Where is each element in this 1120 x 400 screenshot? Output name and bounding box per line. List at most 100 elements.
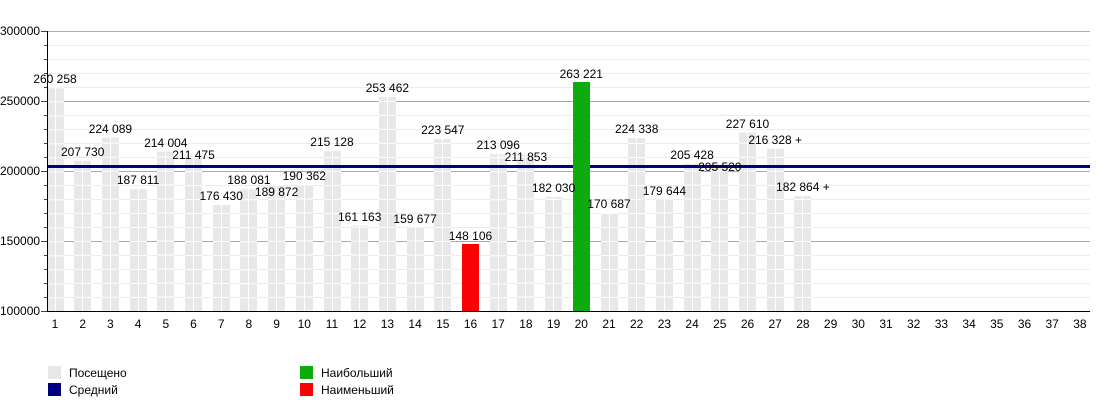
x-axis-label: 30: [851, 317, 865, 331]
major-gridline: [47, 31, 1090, 32]
bar-center-gridline: [691, 163, 693, 311]
bar: [295, 184, 313, 311]
y-axis-tick: [44, 269, 47, 270]
x-axis-label: 28: [796, 317, 810, 331]
y-axis-label: 250000: [0, 94, 41, 108]
bar: [212, 203, 230, 311]
x-axis: [47, 311, 1090, 312]
bar-value-label: 215 128: [310, 134, 354, 149]
bar-value-label: 260 258: [33, 71, 77, 86]
bar-value-label: 176 430: [199, 188, 243, 203]
y-axis-tick: [41, 311, 47, 312]
x-axis-label: 5: [162, 317, 170, 331]
y-axis: [47, 31, 48, 312]
y-axis-tick: [44, 157, 47, 158]
bar-value-label: 253 462: [365, 81, 410, 96]
major-gridline: [47, 171, 1090, 172]
bar: [129, 188, 147, 311]
bar: [655, 199, 673, 311]
bar-value-label: 211 853: [504, 149, 548, 164]
x-axis-label: 9: [273, 317, 280, 331]
x-axis-label: 20: [574, 317, 588, 331]
bar-center-gridline: [386, 96, 388, 311]
x-axis-label: 32: [907, 317, 921, 331]
bar-value-label: 213 096: [476, 137, 520, 152]
x-axis-label: 37: [1045, 317, 1059, 331]
y-axis-label: 300000: [0, 24, 41, 38]
y-axis-tick: [44, 227, 47, 228]
x-axis-label: 17: [491, 317, 505, 331]
bar-center-gridline: [359, 225, 361, 311]
bar-value-label: 205 428: [670, 148, 714, 163]
minor-gridline: [47, 297, 1090, 298]
y-axis-tick: [44, 283, 47, 284]
bar-value-label: 207 730: [60, 145, 105, 160]
y-axis-tick: [44, 73, 47, 74]
bar-value-label: 170 687: [587, 197, 631, 212]
plot-area: 100000 150000 200000 250000 300000 260 258 207…: [0, 24, 1090, 331]
minor-gridline: [47, 269, 1090, 270]
legend-label-largest: Наибольший: [321, 366, 393, 380]
minor-gridline: [47, 213, 1090, 214]
major-gridline: [47, 241, 1090, 242]
bar: [406, 227, 424, 311]
bar-center-gridline: [525, 154, 527, 311]
x-axis-label: 1: [51, 317, 59, 331]
bar-value-label: 161 163: [337, 210, 382, 225]
x-axis-label: 11: [325, 317, 339, 331]
bar-center-gridline: [747, 132, 748, 311]
bar: [545, 196, 563, 311]
y-axis-tick: [41, 171, 47, 172]
bar-value-label: 190 362: [282, 169, 326, 184]
bar-value-label: 205 520: [698, 160, 742, 175]
y-axis-tick: [44, 255, 47, 256]
x-axis-label: 35: [990, 317, 1004, 331]
x-axis-label: 2: [79, 317, 87, 331]
x-axis-label: 33: [934, 317, 949, 331]
y-axis-tick: [44, 213, 47, 214]
bar-value-label: 216 328 +: [748, 133, 803, 148]
minor-gridline: [47, 115, 1090, 116]
bar-value-label: 179 644: [642, 184, 687, 199]
y-axis-label: 100000: [0, 304, 41, 318]
bar-value-label: 187 811: [116, 173, 160, 188]
minor-gridline: [47, 59, 1090, 60]
bar-center-gridline: [193, 154, 194, 311]
y-axis-tick: [41, 101, 47, 102]
bar-center-gridline: [553, 196, 555, 311]
minor-gridline: [47, 143, 1090, 144]
bar-center-gridline: [220, 203, 222, 311]
x-axis-label: 14: [408, 317, 422, 331]
y-axis-label: 200000: [0, 164, 41, 178]
bar: [240, 187, 258, 311]
visited-color-swatch: [48, 366, 61, 379]
bar: [323, 149, 341, 311]
bar: [378, 96, 396, 311]
x-axis-label: 29: [823, 317, 838, 331]
bar-center-gridline: [802, 194, 804, 311]
largest-color-swatch: [300, 366, 313, 379]
bar: [351, 225, 369, 311]
minor-gridline: [47, 87, 1090, 88]
bar-center-gridline: [663, 199, 665, 311]
legend-label-average: Средний: [69, 383, 118, 397]
bar-center-gridline: [331, 149, 333, 311]
bar-value-label: 188 081: [227, 172, 271, 187]
bar-center-gridline: [82, 160, 84, 311]
x-axis-label: 13: [380, 317, 395, 331]
bar-center-gridline: [442, 138, 444, 311]
x-axis-label: 36: [1017, 317, 1032, 331]
bar: [739, 132, 756, 311]
smallest-color-swatch: [300, 383, 313, 396]
bar-center-gridline: [303, 184, 305, 311]
y-axis-label: 150000: [0, 234, 41, 248]
bar: [185, 154, 202, 311]
x-axis-label: 4: [134, 317, 142, 331]
y-axis-tick: [41, 31, 47, 32]
bar: [711, 163, 729, 311]
x-axis-label: 18: [519, 317, 533, 331]
y-axis-tick: [44, 115, 47, 116]
bar-value-label: 263 221: [559, 67, 603, 82]
x-axis-label: 15: [436, 317, 450, 331]
minor-gridline: [47, 185, 1090, 186]
